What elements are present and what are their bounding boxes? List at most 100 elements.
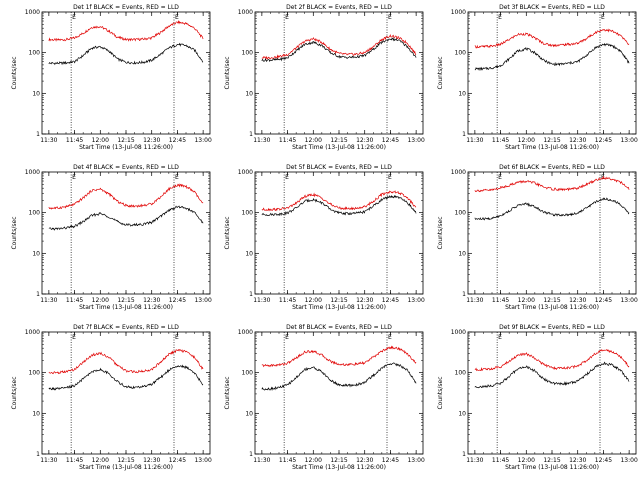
x-axis-label: Start Time (13-Jul-08 11:26:00) — [79, 464, 173, 471]
series-line-lld — [48, 348, 204, 375]
chart-title: Det 2f BLACK = Events, RED = LLD — [286, 4, 392, 11]
chart-title: Det 4f BLACK = Events, RED = LLD — [73, 164, 179, 171]
x-tick-label: 11:45 — [492, 297, 509, 304]
x-tick-label: 11:30 — [40, 457, 57, 464]
x-tick-label: 11:45 — [66, 457, 83, 464]
x-tick-label: 12:30 — [143, 457, 160, 464]
x-tick-label: 12:45 — [382, 297, 399, 304]
y-tick-label: 100 — [242, 210, 254, 217]
x-tick-label: 12:45 — [169, 137, 186, 144]
y-tick-label: 10 — [32, 250, 40, 257]
x-tick-label: 12:00 — [92, 457, 109, 464]
y-tick-label: 1000 — [451, 329, 466, 336]
x-tick-label: 12:15 — [117, 297, 134, 304]
x-tick-label: 12:30 — [569, 137, 586, 144]
y-tick-label: 100 — [29, 370, 41, 377]
series-line-lld — [474, 28, 630, 49]
x-tick-label: 12:45 — [595, 297, 612, 304]
x-tick-label: 12:45 — [382, 457, 399, 464]
x-tick-label: 12:30 — [569, 457, 586, 464]
y-tick-label: 10 — [32, 410, 40, 417]
y-tick-label: 1 — [36, 291, 40, 298]
x-tick-label: 11:45 — [279, 297, 296, 304]
event-marker-label: E — [175, 334, 179, 341]
x-tick-label: 12:00 — [518, 297, 535, 304]
y-tick-label: 10 — [458, 90, 466, 97]
series-line-events — [474, 361, 630, 389]
event-marker-label: E — [601, 334, 605, 341]
chart-title: Det 6f BLACK = Events, RED = LLD — [499, 164, 605, 171]
plot-frame — [41, 171, 211, 295]
x-tick-label: 13:00 — [194, 137, 211, 144]
x-tick-label: 12:00 — [305, 457, 322, 464]
y-tick-label: 100 — [455, 210, 467, 217]
event-marker-label: E — [175, 174, 179, 181]
x-axis-label: Start Time (13-Jul-08 11:26:00) — [292, 304, 386, 311]
y-tick-label: 10 — [458, 410, 466, 417]
chart-panel: Det 2f BLACK = Events, RED = LLD 1 10 100 10… — [224, 4, 425, 151]
chart-panel: Det 3f BLACK = Events, RED = LLD 1 10 100 10… — [437, 4, 638, 151]
event-marker-label: E — [72, 334, 76, 341]
chart-panel: Det 9f BLACK = Events, RED = LLD 1 10 100 10… — [437, 324, 638, 471]
x-tick-label: 11:45 — [66, 297, 83, 304]
x-tick-label: 12:00 — [92, 137, 109, 144]
x-tick-label: 13:00 — [620, 137, 637, 144]
y-tick-label: 10 — [245, 250, 253, 257]
series-line-events — [48, 42, 204, 66]
x-tick-label: 12:15 — [117, 137, 134, 144]
chart-panel: Det 4f BLACK = Events, RED = LLD 1 10 100 10… — [11, 164, 212, 311]
y-axis-label: Counts/sec — [11, 376, 18, 409]
x-tick-label: 12:00 — [305, 137, 322, 144]
y-tick-label: 1 — [36, 451, 40, 458]
plot-frame — [254, 11, 424, 135]
event-marker-label: E — [175, 14, 179, 21]
x-tick-label: 12:30 — [569, 297, 586, 304]
y-tick-label: 1 — [462, 131, 466, 138]
y-axis-label: Counts/sec — [437, 56, 444, 89]
x-tick-label: 13:00 — [194, 457, 211, 464]
y-axis-label: Counts/sec — [224, 376, 231, 409]
series-line-lld — [261, 33, 417, 60]
x-tick-label: 12:15 — [330, 137, 347, 144]
x-axis-label: Start Time (13-Jul-08 11:26:00) — [292, 464, 386, 471]
series-line-events — [474, 42, 630, 72]
event-marker-label: E — [285, 174, 289, 181]
series-line-events — [261, 37, 417, 63]
x-tick-label: 13:00 — [620, 297, 637, 304]
y-tick-label: 1 — [462, 451, 466, 458]
event-marker-label: E — [285, 334, 289, 341]
chart-panel: Det 6f BLACK = Events, RED = LLD 1 10 100 10… — [437, 164, 638, 311]
plot-frame — [467, 171, 637, 295]
y-tick-label: 10 — [245, 410, 253, 417]
x-axis-label: Start Time (13-Jul-08 11:26:00) — [79, 304, 173, 311]
y-tick-label: 10 — [245, 90, 253, 97]
y-tick-label: 10 — [458, 250, 466, 257]
event-marker-label: E — [601, 14, 605, 21]
y-tick-label: 100 — [455, 370, 467, 377]
plot-frame — [254, 171, 424, 295]
chart-panel: Det 7f BLACK = Events, RED = LLD 1 10 100 10… — [11, 324, 212, 471]
x-tick-label: 11:45 — [279, 457, 296, 464]
chart-title: Det 1f BLACK = Events, RED = LLD — [73, 4, 179, 11]
x-tick-label: 13:00 — [194, 297, 211, 304]
chart-title: Det 9f BLACK = Events, RED = LLD — [499, 324, 605, 331]
chart-title: Det 7f BLACK = Events, RED = LLD — [73, 324, 179, 331]
chart-panel: Det 1f BLACK = Events, RED = LLD 1 10 100 10… — [11, 4, 212, 151]
chart-panel: Det 5f BLACK = Events, RED = LLD 1 10 100 10… — [224, 164, 425, 311]
x-tick-label: 11:30 — [253, 137, 270, 144]
x-tick-label: 11:45 — [492, 137, 509, 144]
y-axis-label: Counts/sec — [11, 216, 18, 249]
series-line-events — [48, 205, 204, 231]
x-tick-label: 12:30 — [356, 297, 373, 304]
x-tick-label: 13:00 — [407, 457, 424, 464]
x-tick-label: 12:45 — [595, 137, 612, 144]
x-tick-label: 12:15 — [543, 457, 560, 464]
y-axis-label: Counts/sec — [224, 216, 231, 249]
y-tick-label: 100 — [242, 370, 254, 377]
x-tick-label: 11:30 — [253, 457, 270, 464]
y-tick-label: 1 — [462, 291, 466, 298]
plot-frame — [467, 11, 637, 135]
y-tick-label: 100 — [29, 50, 41, 57]
x-axis-label: Start Time (13-Jul-08 11:26:00) — [505, 144, 599, 151]
